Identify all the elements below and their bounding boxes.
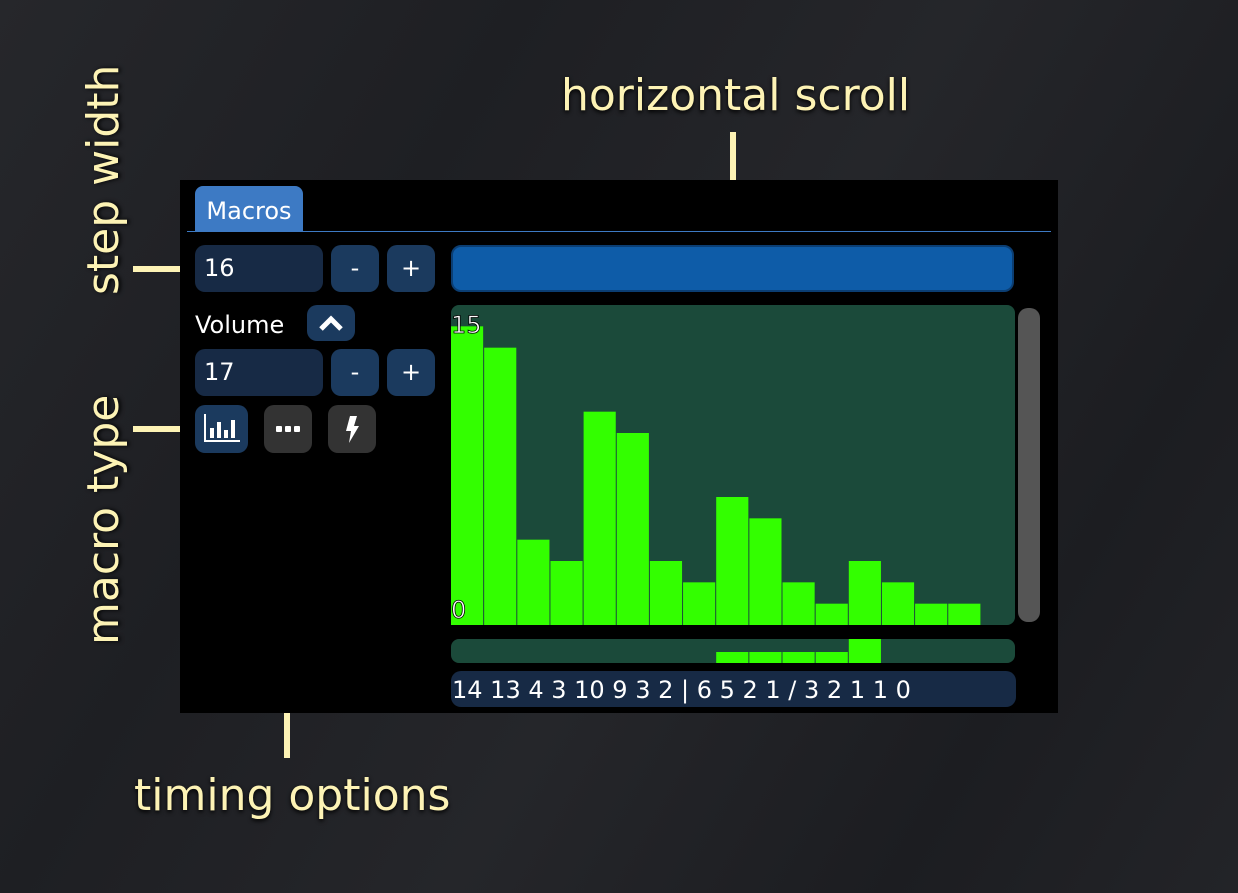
bar-step-9[interactable] (749, 518, 782, 625)
annotation-line (133, 426, 195, 432)
bar-step-10[interactable] (782, 582, 815, 625)
tab-macros[interactable]: Macros (195, 186, 303, 232)
loop-strip-background (451, 639, 1015, 663)
bar-step-13[interactable] (881, 582, 915, 625)
lightning-icon (346, 416, 359, 443)
loop-marker[interactable] (716, 652, 749, 663)
vertical-scrollbar[interactable] (1018, 308, 1040, 622)
bar-step-0[interactable] (451, 326, 484, 625)
step-width-plus-button[interactable]: + (387, 245, 435, 292)
bar-step-7[interactable] (683, 582, 716, 625)
macro-length-plus-button[interactable]: + (387, 349, 435, 396)
bar-step-15[interactable] (948, 603, 981, 625)
bar-step-4[interactable] (583, 411, 616, 625)
collapse-button[interactable] (307, 305, 355, 341)
bar-step-12[interactable] (848, 561, 881, 625)
timing-options-button[interactable] (264, 405, 312, 453)
step-width-input[interactable]: 16 (195, 245, 323, 292)
macro-length-input[interactable]: 17 (195, 349, 323, 396)
bar-step-3[interactable] (550, 561, 583, 625)
bar-step-14[interactable] (915, 603, 948, 625)
graph-max-label: 15 (451, 311, 482, 339)
tab-divider (187, 231, 1051, 232)
horizontal-scrollbar[interactable] (451, 245, 1014, 292)
step-width-minus-button[interactable]: - (331, 245, 379, 292)
release-marker[interactable] (848, 639, 881, 663)
sequence-text-field[interactable]: 14 13 4 3 10 9 3 2 | 6 5 2 1 / 3 2 1 1 0 (451, 671, 1016, 707)
macros-panel: Macros 16 - + Volume 17 - + 15 0 14 13 4… (180, 180, 1058, 713)
bar-step-8[interactable] (716, 497, 749, 625)
trigger-button[interactable] (328, 405, 376, 453)
graph-min-label: 0 (451, 596, 466, 624)
annotation-horizontal-scroll: horizontal scroll (561, 70, 911, 121)
annotation-step-width: step width (78, 64, 129, 295)
bar-step-5[interactable] (616, 433, 649, 625)
annotation-timing-options: timing options (134, 770, 451, 821)
chevron-up-icon (319, 315, 343, 331)
loop-marker[interactable] (815, 652, 848, 663)
bar-chart-icon (204, 414, 240, 442)
loop-marker[interactable] (782, 652, 815, 663)
bar-step-1[interactable] (484, 347, 517, 625)
macro-type-bar-button[interactable] (195, 405, 248, 453)
bar-step-2[interactable] (517, 539, 550, 625)
more-dots-icon (276, 426, 300, 432)
macro-length-minus-button[interactable]: - (331, 349, 379, 396)
bar-step-6[interactable] (649, 561, 683, 625)
macro-name-label: Volume (195, 311, 285, 339)
bar-step-11[interactable] (815, 603, 848, 625)
annotation-macro-type: macro type (78, 394, 129, 645)
loop-marker[interactable] (749, 652, 782, 663)
annotation-line (133, 266, 195, 272)
graph-background (451, 305, 1015, 625)
